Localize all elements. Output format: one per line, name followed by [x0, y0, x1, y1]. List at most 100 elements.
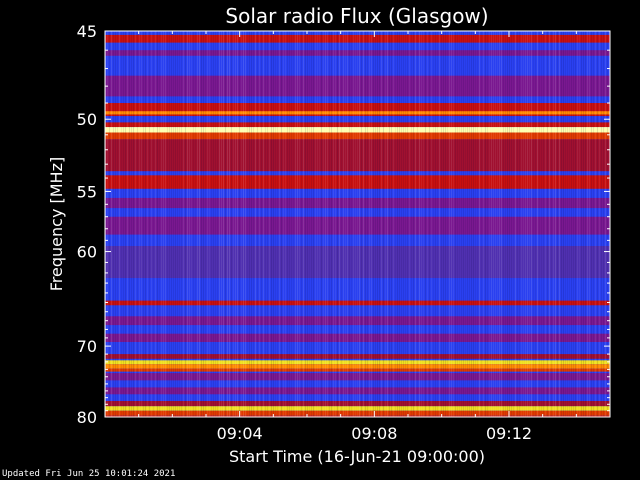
spectrogram-streak — [435, 31, 436, 417]
spectrogram-streak — [539, 31, 540, 417]
spectrogram-streak — [189, 31, 190, 417]
spectrogram-streak — [303, 31, 304, 417]
spectrogram-streak — [335, 31, 336, 417]
spectrogram-streak — [543, 31, 544, 417]
spectrogram-streak — [365, 31, 366, 417]
spectrogram-streak — [437, 31, 438, 417]
updated-timestamp: Updated Fri Jun 25 10:01:24 2021 — [2, 469, 176, 479]
y-tick-label: 45 — [77, 22, 97, 41]
spectrogram-streak — [237, 31, 238, 417]
spectrogram-streak — [223, 31, 224, 417]
spectrogram-streak — [169, 31, 170, 417]
spectrogram-streak — [459, 31, 460, 417]
spectrogram-streak — [563, 31, 564, 417]
spectrogram-streak — [479, 31, 480, 417]
frequency-band-10 — [105, 197, 610, 209]
frequency-band-6 — [105, 127, 610, 133]
spectrogram-streak — [607, 31, 608, 417]
spectrogram-streak — [501, 31, 502, 417]
spectrogram-streak — [121, 31, 122, 417]
spectrogram-streak — [193, 31, 194, 417]
spectrogram-streak — [369, 31, 370, 417]
spectrogram-streak — [185, 31, 186, 417]
spectrogram-streak — [259, 31, 260, 417]
spectrogram-streak — [533, 31, 534, 417]
spectrogram-streak — [449, 31, 450, 417]
spectrogram-streak — [109, 31, 110, 417]
spectrogram-streak — [549, 31, 550, 417]
y-tick-label: 50 — [77, 110, 97, 129]
spectrogram-streak — [393, 31, 394, 417]
spectrogram-streak — [247, 31, 248, 417]
spectrogram-streak — [597, 31, 598, 417]
spectrogram-streak — [133, 31, 134, 417]
frequency-band-13 — [105, 300, 610, 306]
spectrogram-streak — [445, 31, 446, 417]
spectrogram-streak — [567, 31, 568, 417]
spectrogram-streak — [135, 31, 136, 417]
spectrogram-streak — [179, 31, 180, 417]
spectrogram-streak — [583, 31, 584, 417]
y-tick-label: 70 — [77, 337, 97, 356]
spectrogram-streak — [331, 31, 332, 417]
spectrogram-streak — [203, 31, 204, 417]
spectrogram-streak — [507, 31, 508, 417]
spectrogram-streak — [525, 31, 526, 417]
spectrogram-streak — [383, 31, 384, 417]
spectrogram-streak — [519, 31, 520, 417]
spectrogram-streak — [465, 31, 466, 417]
spectrogram-streak — [355, 31, 356, 417]
spectrogram-streak — [341, 31, 342, 417]
spectrogram-streak — [391, 31, 392, 417]
spectrogram-streak — [307, 31, 308, 417]
spectrogram-streak — [139, 31, 140, 417]
spectrogram-streak — [495, 31, 496, 417]
spectrogram-streak — [213, 31, 214, 417]
spectrogram-streak — [455, 31, 456, 417]
spectrogram-streak — [165, 31, 166, 417]
spectrogram-streak — [257, 31, 258, 417]
spectrogram-streak — [251, 31, 252, 417]
spectrogram-streak — [603, 31, 604, 417]
spectrogram-streak — [537, 31, 538, 417]
spectrogram-streak — [523, 31, 524, 417]
spectrogram-streak — [421, 31, 422, 417]
y-tick-label: 55 — [77, 182, 97, 201]
spectrogram-streak — [175, 31, 176, 417]
spectrogram-streak — [399, 31, 400, 417]
spectrogram-streak — [271, 31, 272, 417]
spectrogram-streak — [227, 31, 228, 417]
spectrogram-streak — [157, 31, 158, 417]
spectrogram-streak — [531, 31, 532, 417]
spectrogram-streak — [153, 31, 154, 417]
frequency-band-0 — [105, 34, 610, 43]
spectrogram-streak — [351, 31, 352, 417]
spectrogram-streak — [339, 31, 340, 417]
x-tick-label: 09:08 — [351, 424, 397, 443]
spectrogram-streak — [363, 31, 364, 417]
spectrogram-streak — [491, 31, 492, 417]
spectrogram-streak — [347, 31, 348, 417]
spectrogram-streak — [123, 31, 124, 417]
spectrogram-streak — [207, 31, 208, 417]
spectrogram-streak — [163, 31, 164, 417]
spectrogram-streak — [429, 31, 430, 417]
spectrogram-streak — [481, 31, 482, 417]
spectrogram-streak — [471, 31, 472, 417]
spectrogram-streak — [131, 31, 132, 417]
spectrogram-streak — [515, 31, 516, 417]
spectrogram-streak — [313, 31, 314, 417]
spectrogram-streak — [541, 31, 542, 417]
spectrogram-streak — [397, 31, 398, 417]
chart-title: Solar radio Flux (Glasgow) — [225, 4, 488, 28]
spectrogram-streak — [557, 31, 558, 417]
spectrogram-streak — [469, 31, 470, 417]
frequency-band-22 — [105, 400, 610, 407]
spectrogram-streak — [177, 31, 178, 417]
spectrogram-streak — [439, 31, 440, 417]
spectrogram-streak — [453, 31, 454, 417]
spectrogram-streak — [571, 31, 572, 417]
spectrogram-streak — [485, 31, 486, 417]
spectrogram-streak — [337, 31, 338, 417]
